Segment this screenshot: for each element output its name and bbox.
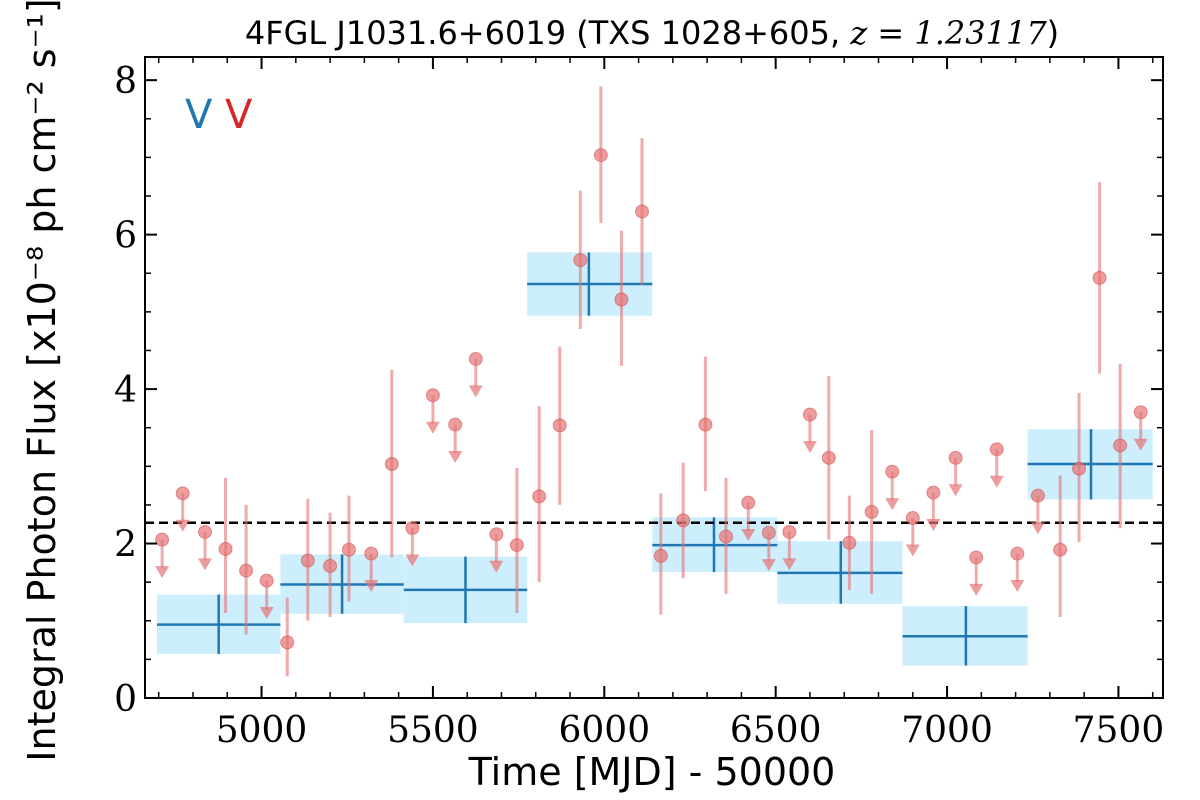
x-tick-label: 7000: [901, 710, 993, 751]
axis-ticks-layer: 5000 5500 6000 6500 7000 7500 0 2 4 6 8: [114, 57, 1164, 751]
x-tick-label: 5000: [216, 710, 308, 751]
flux-point: [718, 529, 733, 544]
flux-point: [300, 553, 315, 568]
flux-point: [676, 513, 691, 528]
upper-limit-arrowhead: [905, 544, 920, 557]
title-close: ): [1047, 14, 1059, 52]
upper-limit-arrowhead: [1010, 580, 1025, 593]
flux-point: [1053, 542, 1068, 557]
chart-title: 4FGL J1031.6+6019 (TXS 1028+605, z = 1.2…: [245, 14, 1059, 52]
flux-point: [1113, 438, 1128, 453]
upper-limit-arrowhead: [989, 475, 1004, 488]
binned-flux-layer: [156, 252, 1153, 666]
upper-limit-arrowhead: [425, 421, 440, 434]
flux-point: [698, 417, 713, 432]
x-tick-label: 6000: [558, 710, 650, 751]
title-redshift: z = 1.23117: [849, 14, 1047, 52]
flux-point: [593, 148, 608, 163]
x-tick-label: 5500: [387, 710, 479, 751]
upper-limit-arrowhead: [761, 559, 776, 572]
upper-limit-arrowhead: [489, 560, 504, 573]
x-tick-label: 7500: [1073, 710, 1165, 751]
y-axis-label: Integral Photon Flux [x10⁻⁸ ph cm⁻² s⁻¹]: [20, 0, 64, 762]
title-text: 4FGL J1031.6+6019 (TXS 1028+605,: [245, 14, 851, 52]
flux-point: [323, 558, 338, 573]
flux-point: [280, 635, 295, 650]
upper-limit-arrowhead: [259, 607, 274, 620]
upper-limit-arrowhead: [885, 498, 900, 511]
upper-limit-arrowhead: [364, 580, 379, 593]
upper-limit-arrowhead: [926, 519, 941, 532]
flux-point: [239, 563, 254, 578]
upper-limit-arrowhead: [197, 558, 212, 571]
plot-frame: [144, 56, 1164, 699]
flux-point: [532, 489, 547, 504]
upper-limit-arrowhead: [448, 451, 463, 464]
y-tick-label: 0: [114, 679, 137, 720]
flux-point: [1072, 461, 1087, 476]
flux-point: [614, 292, 629, 307]
upper-limit-arrowhead: [782, 558, 797, 571]
y-tick-label: 4: [114, 370, 137, 411]
upper-limit-arrowhead: [155, 566, 170, 579]
upper-limit-arrowhead: [1030, 522, 1045, 535]
flux-point: [573, 253, 588, 268]
x-tick-label: 6500: [730, 710, 822, 751]
y-tick-label: 2: [114, 525, 137, 566]
flux-point: [1092, 270, 1107, 285]
flux-points-layer: [155, 86, 1148, 677]
upper-limit-arrowhead: [1133, 438, 1148, 451]
flux-point: [218, 541, 233, 556]
upper-limit-arrowhead: [175, 519, 190, 532]
flux-point: [341, 542, 356, 557]
upper-limit-arrowhead: [802, 441, 817, 454]
upper-limit-arrowhead: [948, 484, 963, 497]
upper-limit-arrowhead: [741, 529, 756, 542]
legend-entry: V: [185, 92, 213, 138]
flux-point: [552, 418, 567, 433]
y-tick-label: 8: [114, 61, 137, 102]
flux-point: [509, 538, 524, 553]
flux-point: [821, 450, 836, 465]
flux-point: [653, 548, 668, 563]
flux-point: [635, 204, 650, 219]
x-axis-label: Time [MJD] - 50000: [468, 750, 836, 794]
legend-entry: V: [225, 92, 253, 138]
upper-limit-arrowhead: [969, 583, 984, 596]
flux-point: [864, 504, 879, 519]
upper-limit-arrowhead: [468, 385, 483, 398]
flux-point: [842, 535, 857, 550]
flux-point: [384, 456, 399, 471]
y-tick-label: 6: [114, 216, 137, 257]
upper-limit-arrowhead: [405, 554, 420, 567]
